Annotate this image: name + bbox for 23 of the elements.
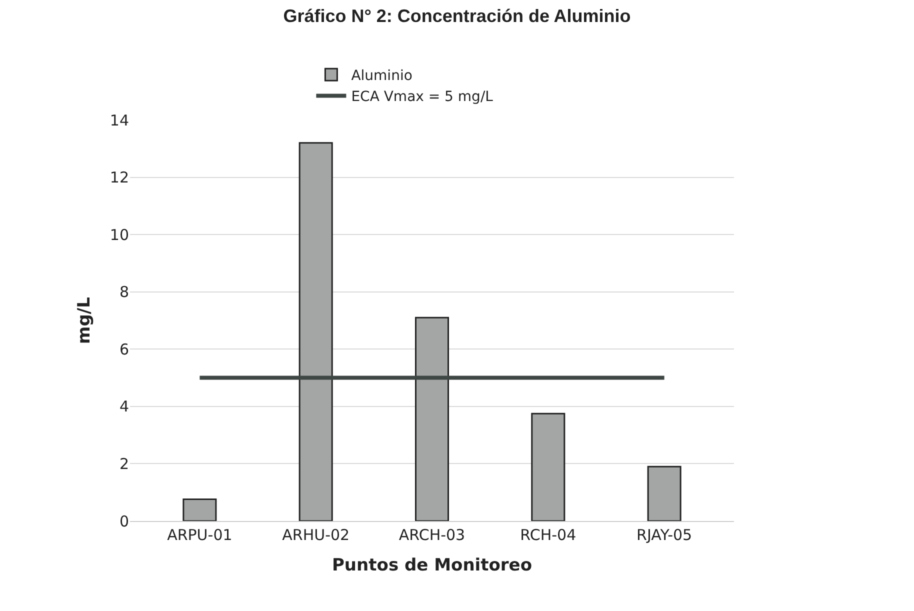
x-tick-label: RJAY-05 <box>636 526 692 544</box>
y-tick-label: 12 <box>110 168 129 187</box>
x-axis-title: Puntos de Monitoreo <box>332 555 532 576</box>
y-axis-title: mg/L <box>74 296 94 344</box>
y-tick-label: 10 <box>110 226 129 244</box>
x-tick-label: ARHU-02 <box>282 526 350 544</box>
legend-label: ECA Vmax = 5 mg/L <box>351 89 494 106</box>
y-tick-label: 0 <box>119 512 129 530</box>
bar <box>182 498 217 521</box>
bar <box>531 412 566 521</box>
y-tick-label: 14 <box>110 111 129 130</box>
bar <box>298 142 333 521</box>
x-tick-label: ARCH-03 <box>398 526 466 544</box>
y-tick-label: 4 <box>119 398 129 416</box>
chart-title: Gráfico N° 2: Concentración de Aluminio <box>283 6 631 26</box>
y-tick-label: 8 <box>119 283 129 302</box>
y-tick-label: 6 <box>119 340 129 358</box>
y-tick-label: 2 <box>119 454 129 473</box>
x-tick-label: ARPU-01 <box>167 526 232 544</box>
bar <box>647 466 682 521</box>
x-tick-label: RCH-04 <box>520 526 576 544</box>
legend-label: Aluminio <box>351 68 412 84</box>
bar <box>414 316 450 521</box>
